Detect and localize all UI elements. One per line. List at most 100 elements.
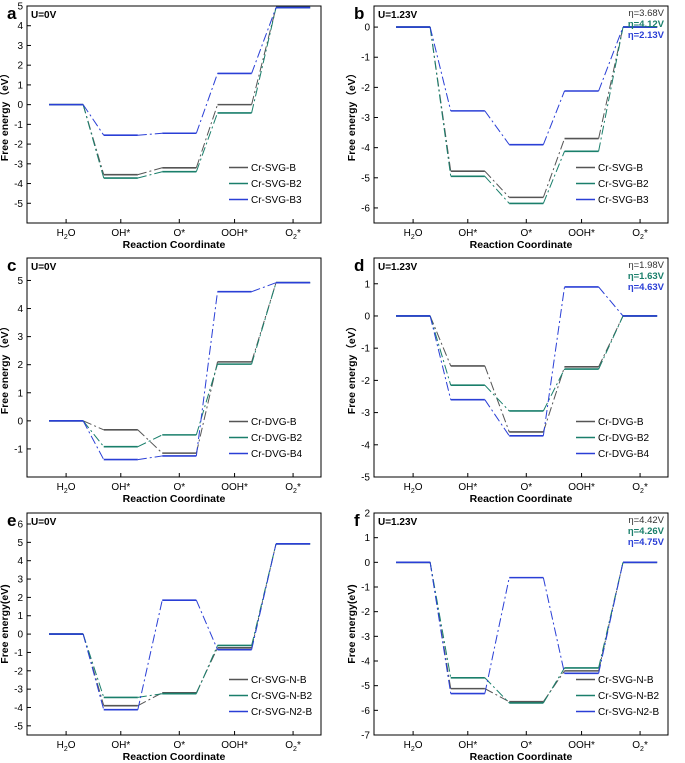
series-2 — [396, 26, 658, 205]
legend-entry: Cr-DVG-B — [251, 417, 297, 428]
condition-label: U=1.23V — [378, 262, 418, 273]
transition-line — [598, 562, 624, 674]
transition-line — [598, 26, 624, 92]
transition-line — [82, 420, 105, 460]
y-tick-label: -4 — [361, 440, 370, 451]
panel-letter: a — [7, 4, 17, 23]
x-tick-label: OOH* — [568, 482, 595, 493]
y-tick-label: -4 — [361, 657, 370, 668]
chart-panel-b: -6 -5 -4 -3 -2 -1 0 H2O OH* O* OOH* O2* Reaction Coo… — [345, 4, 669, 251]
y-tick-label: 0 — [364, 558, 370, 569]
transition-line — [542, 151, 565, 204]
panel-letter: f — [354, 511, 360, 530]
y-tick-label: -2 — [361, 83, 370, 94]
chart-panel-d: -5 -4 -3 -2 -1 0 1 H2O OH* O* OOH* O2* Reaction Coor… — [345, 256, 669, 505]
panel-letter: e — [7, 511, 16, 530]
legend-entry: Cr-SVG-N-B — [598, 675, 654, 686]
y-axis-title: Free energy（eV） — [345, 321, 358, 414]
y-tick-label: 1 — [364, 533, 370, 544]
panel-letter: c — [7, 256, 16, 275]
transition-line — [82, 420, 105, 447]
y-tick-label: -3 — [14, 159, 23, 170]
plot-frame — [26, 257, 322, 478]
y-tick-label: 1 — [17, 388, 23, 399]
transition-line — [195, 291, 219, 457]
transition-line — [598, 26, 624, 139]
transition-line — [137, 429, 163, 454]
overpotential-label: η=2.13V — [628, 30, 665, 41]
y-tick-label: -1 — [361, 344, 370, 355]
y-tick-label: 0 — [17, 416, 23, 427]
condition-label: U=1.23V — [378, 10, 418, 21]
overpotential-label: η=4.75V — [628, 537, 665, 548]
series-3 — [396, 561, 658, 695]
x-tick-label: H2O — [404, 228, 423, 241]
y-tick-label: -4 — [361, 143, 370, 154]
series-1 — [49, 6, 311, 176]
y-tick-label: -5 — [14, 199, 23, 210]
x-tick-label: OH* — [458, 228, 477, 239]
transition-line — [429, 27, 452, 177]
transition-line — [598, 286, 624, 317]
transition-line — [82, 633, 105, 710]
transition-line — [195, 112, 218, 172]
transition-line — [82, 104, 105, 136]
transition-line — [82, 104, 105, 179]
legend-entry: Cr-SVG-N-B — [251, 675, 307, 686]
transition-line — [195, 104, 218, 168]
transition-line — [484, 577, 510, 694]
transition-line — [542, 368, 565, 412]
transition-line — [137, 434, 163, 448]
x-tick-label: O* — [173, 482, 185, 493]
series-3 — [49, 543, 311, 711]
y-tick-label: -3 — [14, 685, 23, 696]
x-tick-label: O* — [173, 228, 185, 239]
plot-frame — [26, 5, 322, 224]
y-tick-label: 3 — [17, 575, 23, 586]
legend-entry: Cr-SVG-B — [598, 163, 643, 174]
y-axis-title: Free energy(eV) — [346, 584, 358, 663]
y-tick-label: -5 — [361, 681, 370, 692]
y-tick-label: -2 — [14, 666, 23, 677]
transition-line — [82, 633, 105, 706]
y-tick-label: 1 — [364, 279, 370, 290]
y-tick-label: -2 — [14, 140, 23, 151]
legend-entry: Cr-DVG-B2 — [251, 433, 303, 444]
transition-line — [195, 361, 218, 454]
y-tick-label: 0 — [364, 23, 370, 34]
transition-line — [137, 692, 163, 707]
transition-line — [251, 282, 277, 365]
transition-line — [542, 138, 565, 198]
transition-line — [429, 315, 452, 367]
y-tick-label: -6 — [361, 706, 370, 717]
transition-line — [251, 7, 277, 114]
x-tick-label: H2O — [404, 482, 423, 495]
chart-panel-a: -5 -4 -3 -2 -1 0 1 2 3 4 5 H2O OH* O* OOH* O2* Reaction … — [0, 2, 322, 251]
condition-label: U=1.23V — [378, 517, 418, 528]
transition-line — [484, 170, 510, 198]
y-tick-label: -5 — [14, 721, 23, 732]
x-tick-label: H2O — [57, 482, 76, 495]
y-tick-label: 2 — [17, 61, 23, 72]
y-tick-label: -1 — [14, 648, 23, 659]
transition-line — [82, 420, 104, 431]
overpotential-label: η=3.68V — [628, 8, 664, 19]
x-tick-label: OH* — [111, 228, 130, 239]
x-axis-title: Reaction Coordinate — [470, 239, 573, 251]
y-tick-label: -3 — [361, 113, 370, 124]
y-tick-label: 3 — [17, 41, 23, 52]
legend-entry: Cr-SVG-N2-B — [598, 707, 659, 718]
condition-label: U=0V — [31, 517, 57, 528]
y-tick-label: -1 — [14, 120, 23, 131]
plot-frame — [373, 5, 669, 224]
legend-entry: Cr-SVG-N-B2 — [251, 691, 313, 702]
x-tick-label: O* — [520, 482, 532, 493]
series-2 — [396, 315, 658, 412]
transition-line — [484, 688, 510, 703]
y-axis-title: Free energy（eV） — [345, 68, 358, 161]
transition-line — [429, 315, 452, 400]
legend-entry: Cr-DVG-B4 — [598, 449, 650, 460]
y-tick-label: 5 — [17, 2, 23, 13]
y-tick-label: 4 — [17, 304, 23, 315]
